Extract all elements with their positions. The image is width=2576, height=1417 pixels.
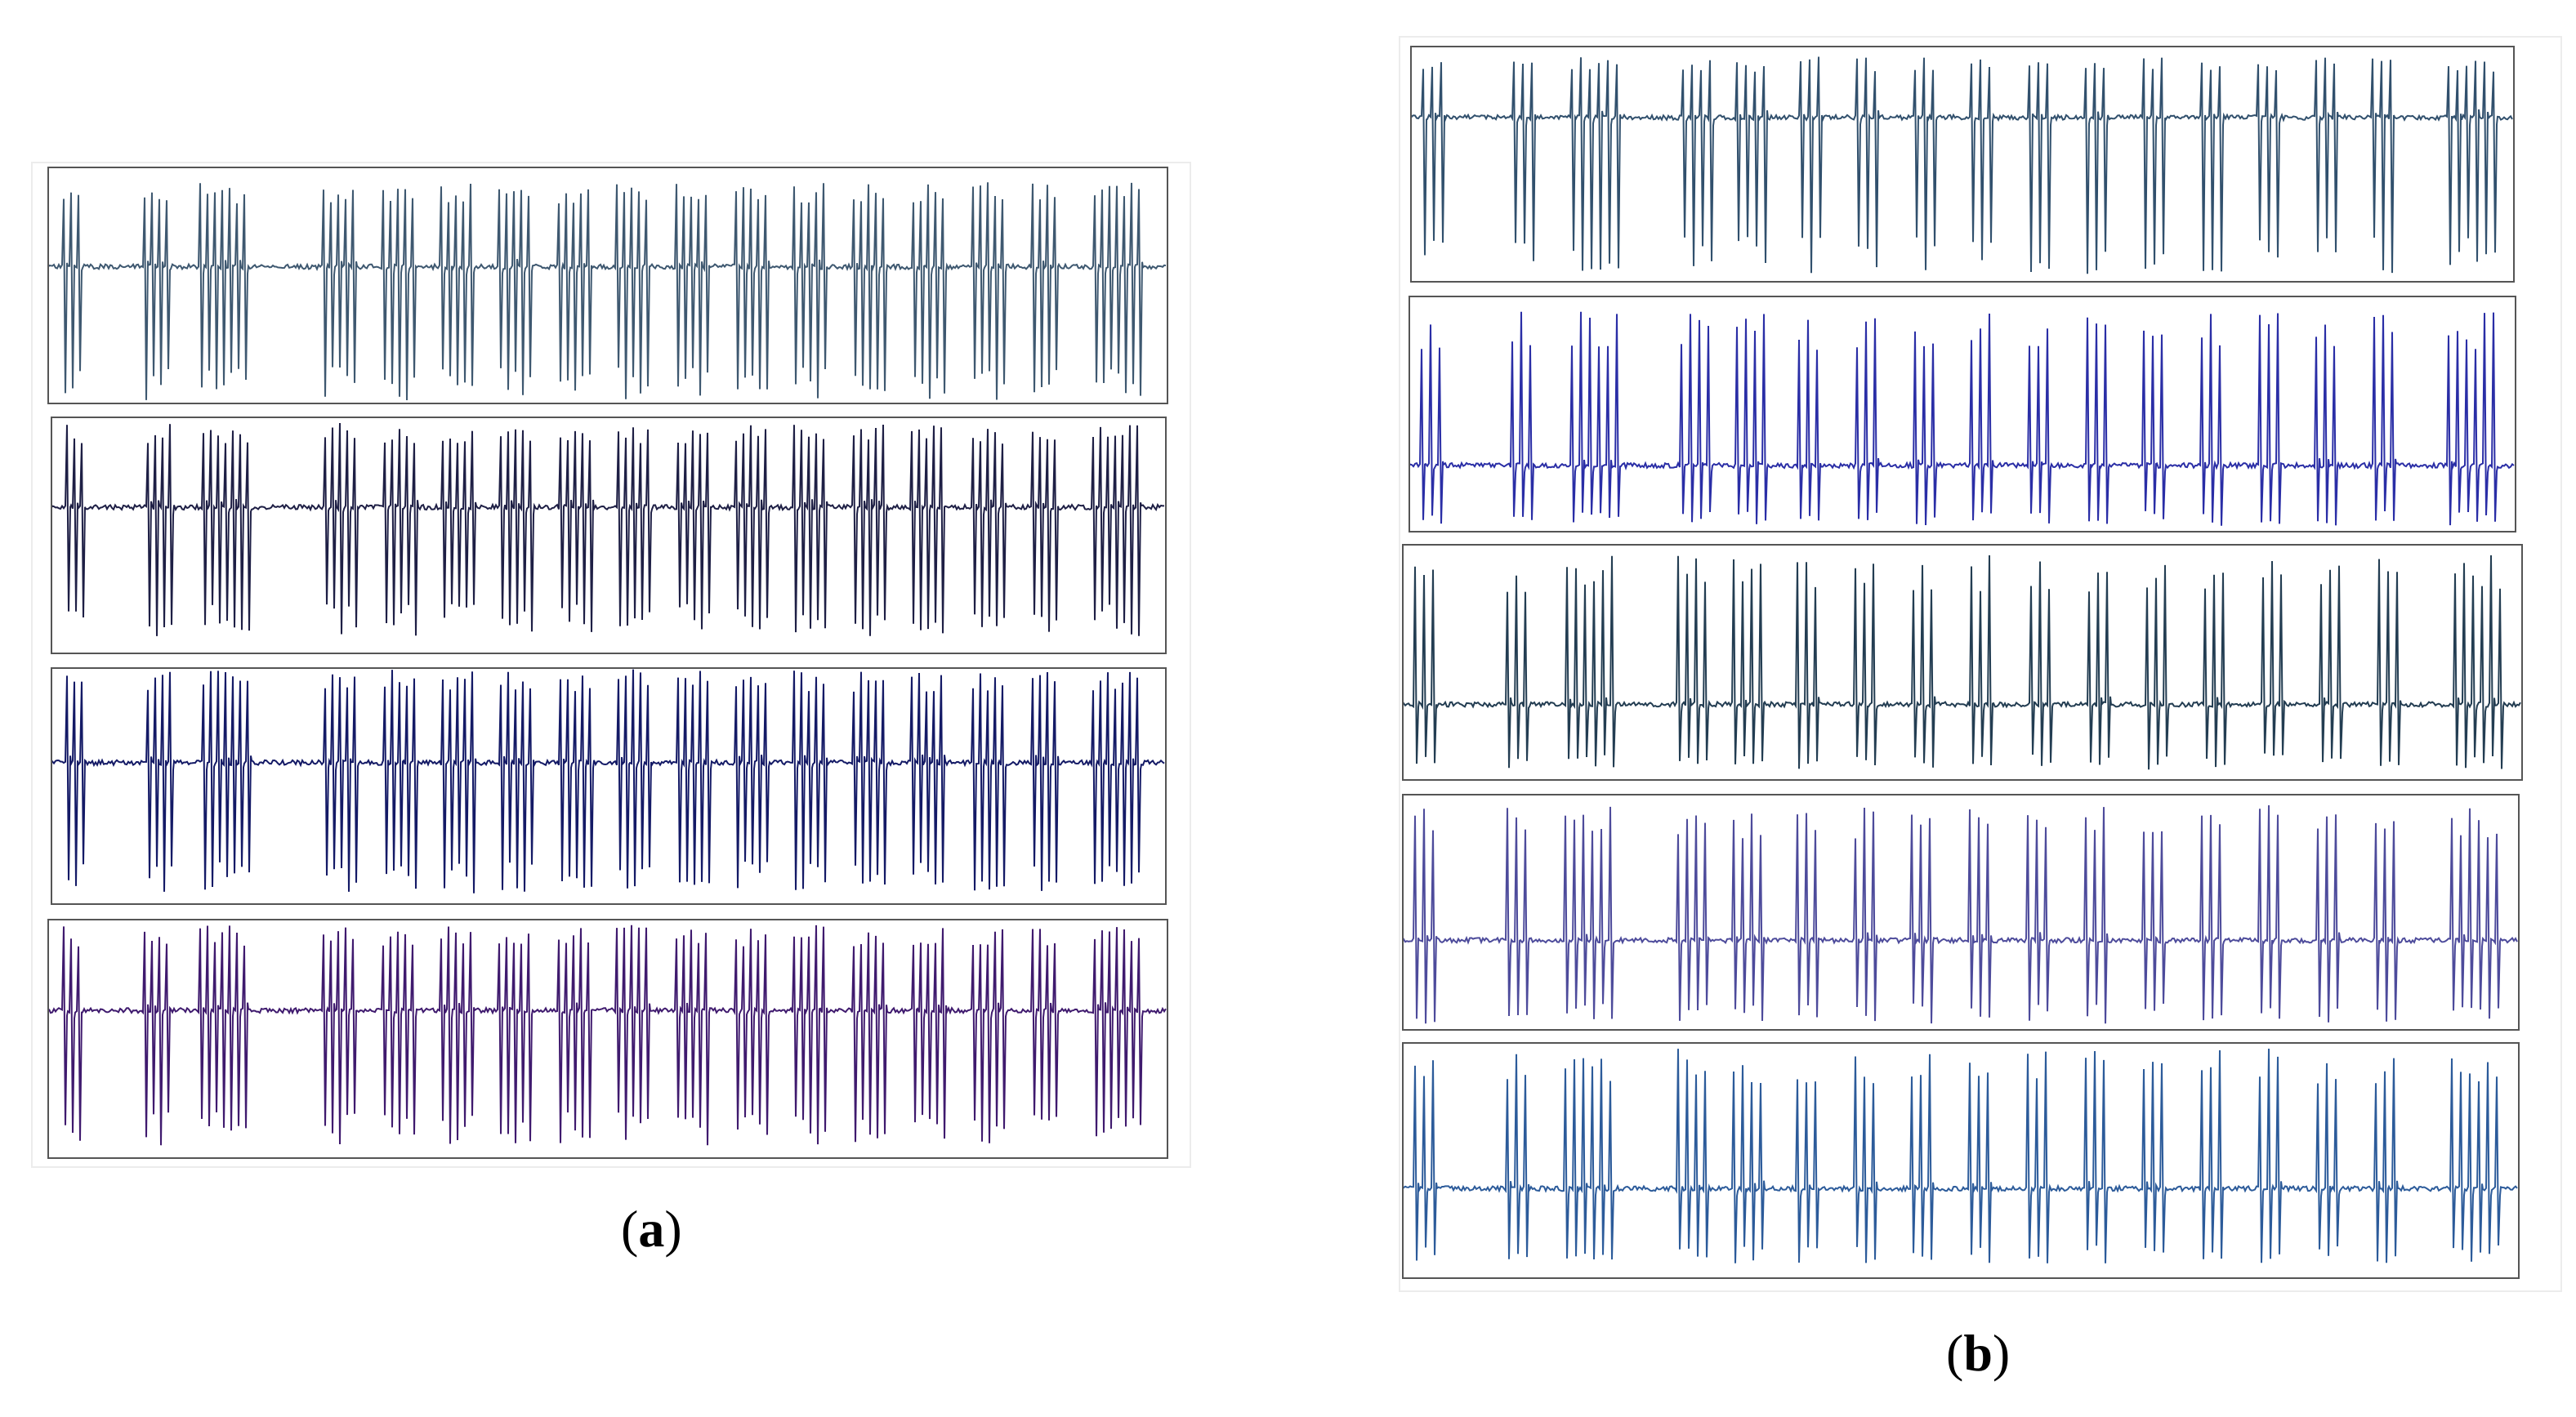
panel-b-trace-1	[1410, 46, 2515, 283]
panel-b-trace-3	[1402, 544, 2523, 781]
waveform-b2	[1410, 311, 2515, 526]
waveform-trace-line	[1404, 804, 2518, 1024]
panel-a-trace-1	[47, 167, 1168, 404]
panel-a-trace-2	[51, 417, 1167, 654]
waveform-a4	[49, 925, 1167, 1146]
waveform-b3	[1404, 555, 2521, 770]
waveform-trace-line	[1404, 1048, 2518, 1263]
waveform-trace-line	[1412, 56, 2513, 274]
panel-b-trace-5	[1402, 1042, 2520, 1279]
waveform-b1	[1412, 56, 2513, 274]
waveform-trace-line	[49, 925, 1167, 1146]
waveform-b4	[1404, 804, 2518, 1024]
caption-b: (b)	[1946, 1324, 2011, 1382]
caption-a-letter: a	[638, 1200, 665, 1258]
waveform-trace-line	[52, 422, 1164, 636]
waveform-trace-line	[1404, 555, 2521, 770]
panel-b-trace-4	[1402, 794, 2520, 1031]
waveform-a1	[49, 182, 1167, 401]
waveform-trace-line	[49, 182, 1167, 401]
waveform-a3	[52, 669, 1165, 893]
panel-a-trace-3	[51, 667, 1167, 905]
waveform-trace-line	[1410, 311, 2515, 526]
panel-a-trace-4	[47, 919, 1168, 1159]
waveform-trace-line	[52, 669, 1165, 893]
caption-a: (a)	[621, 1200, 682, 1258]
caption-b-letter: b	[1963, 1324, 1993, 1382]
panel-b-trace-2	[1409, 296, 2516, 532]
waveform-a2	[52, 422, 1164, 636]
waveform-b5	[1404, 1048, 2518, 1263]
